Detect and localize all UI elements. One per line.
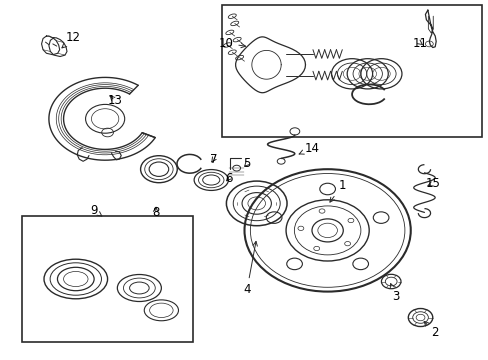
Text: 8: 8 bbox=[151, 206, 159, 219]
Text: 5: 5 bbox=[243, 157, 250, 170]
Text: 9: 9 bbox=[90, 204, 102, 217]
Text: 1: 1 bbox=[329, 179, 346, 202]
Text: 4: 4 bbox=[243, 242, 257, 296]
Text: 14: 14 bbox=[298, 142, 319, 155]
Text: 7: 7 bbox=[209, 153, 217, 166]
Bar bbox=[22, 216, 193, 342]
Text: 2: 2 bbox=[423, 321, 438, 339]
Text: 6: 6 bbox=[224, 172, 232, 185]
Text: 11: 11 bbox=[412, 37, 427, 50]
Text: 15: 15 bbox=[425, 177, 439, 190]
Text: 10: 10 bbox=[218, 37, 245, 50]
Text: 12: 12 bbox=[62, 31, 81, 48]
Text: 13: 13 bbox=[107, 94, 122, 107]
Text: 3: 3 bbox=[389, 284, 399, 303]
Bar bbox=[222, 5, 481, 137]
